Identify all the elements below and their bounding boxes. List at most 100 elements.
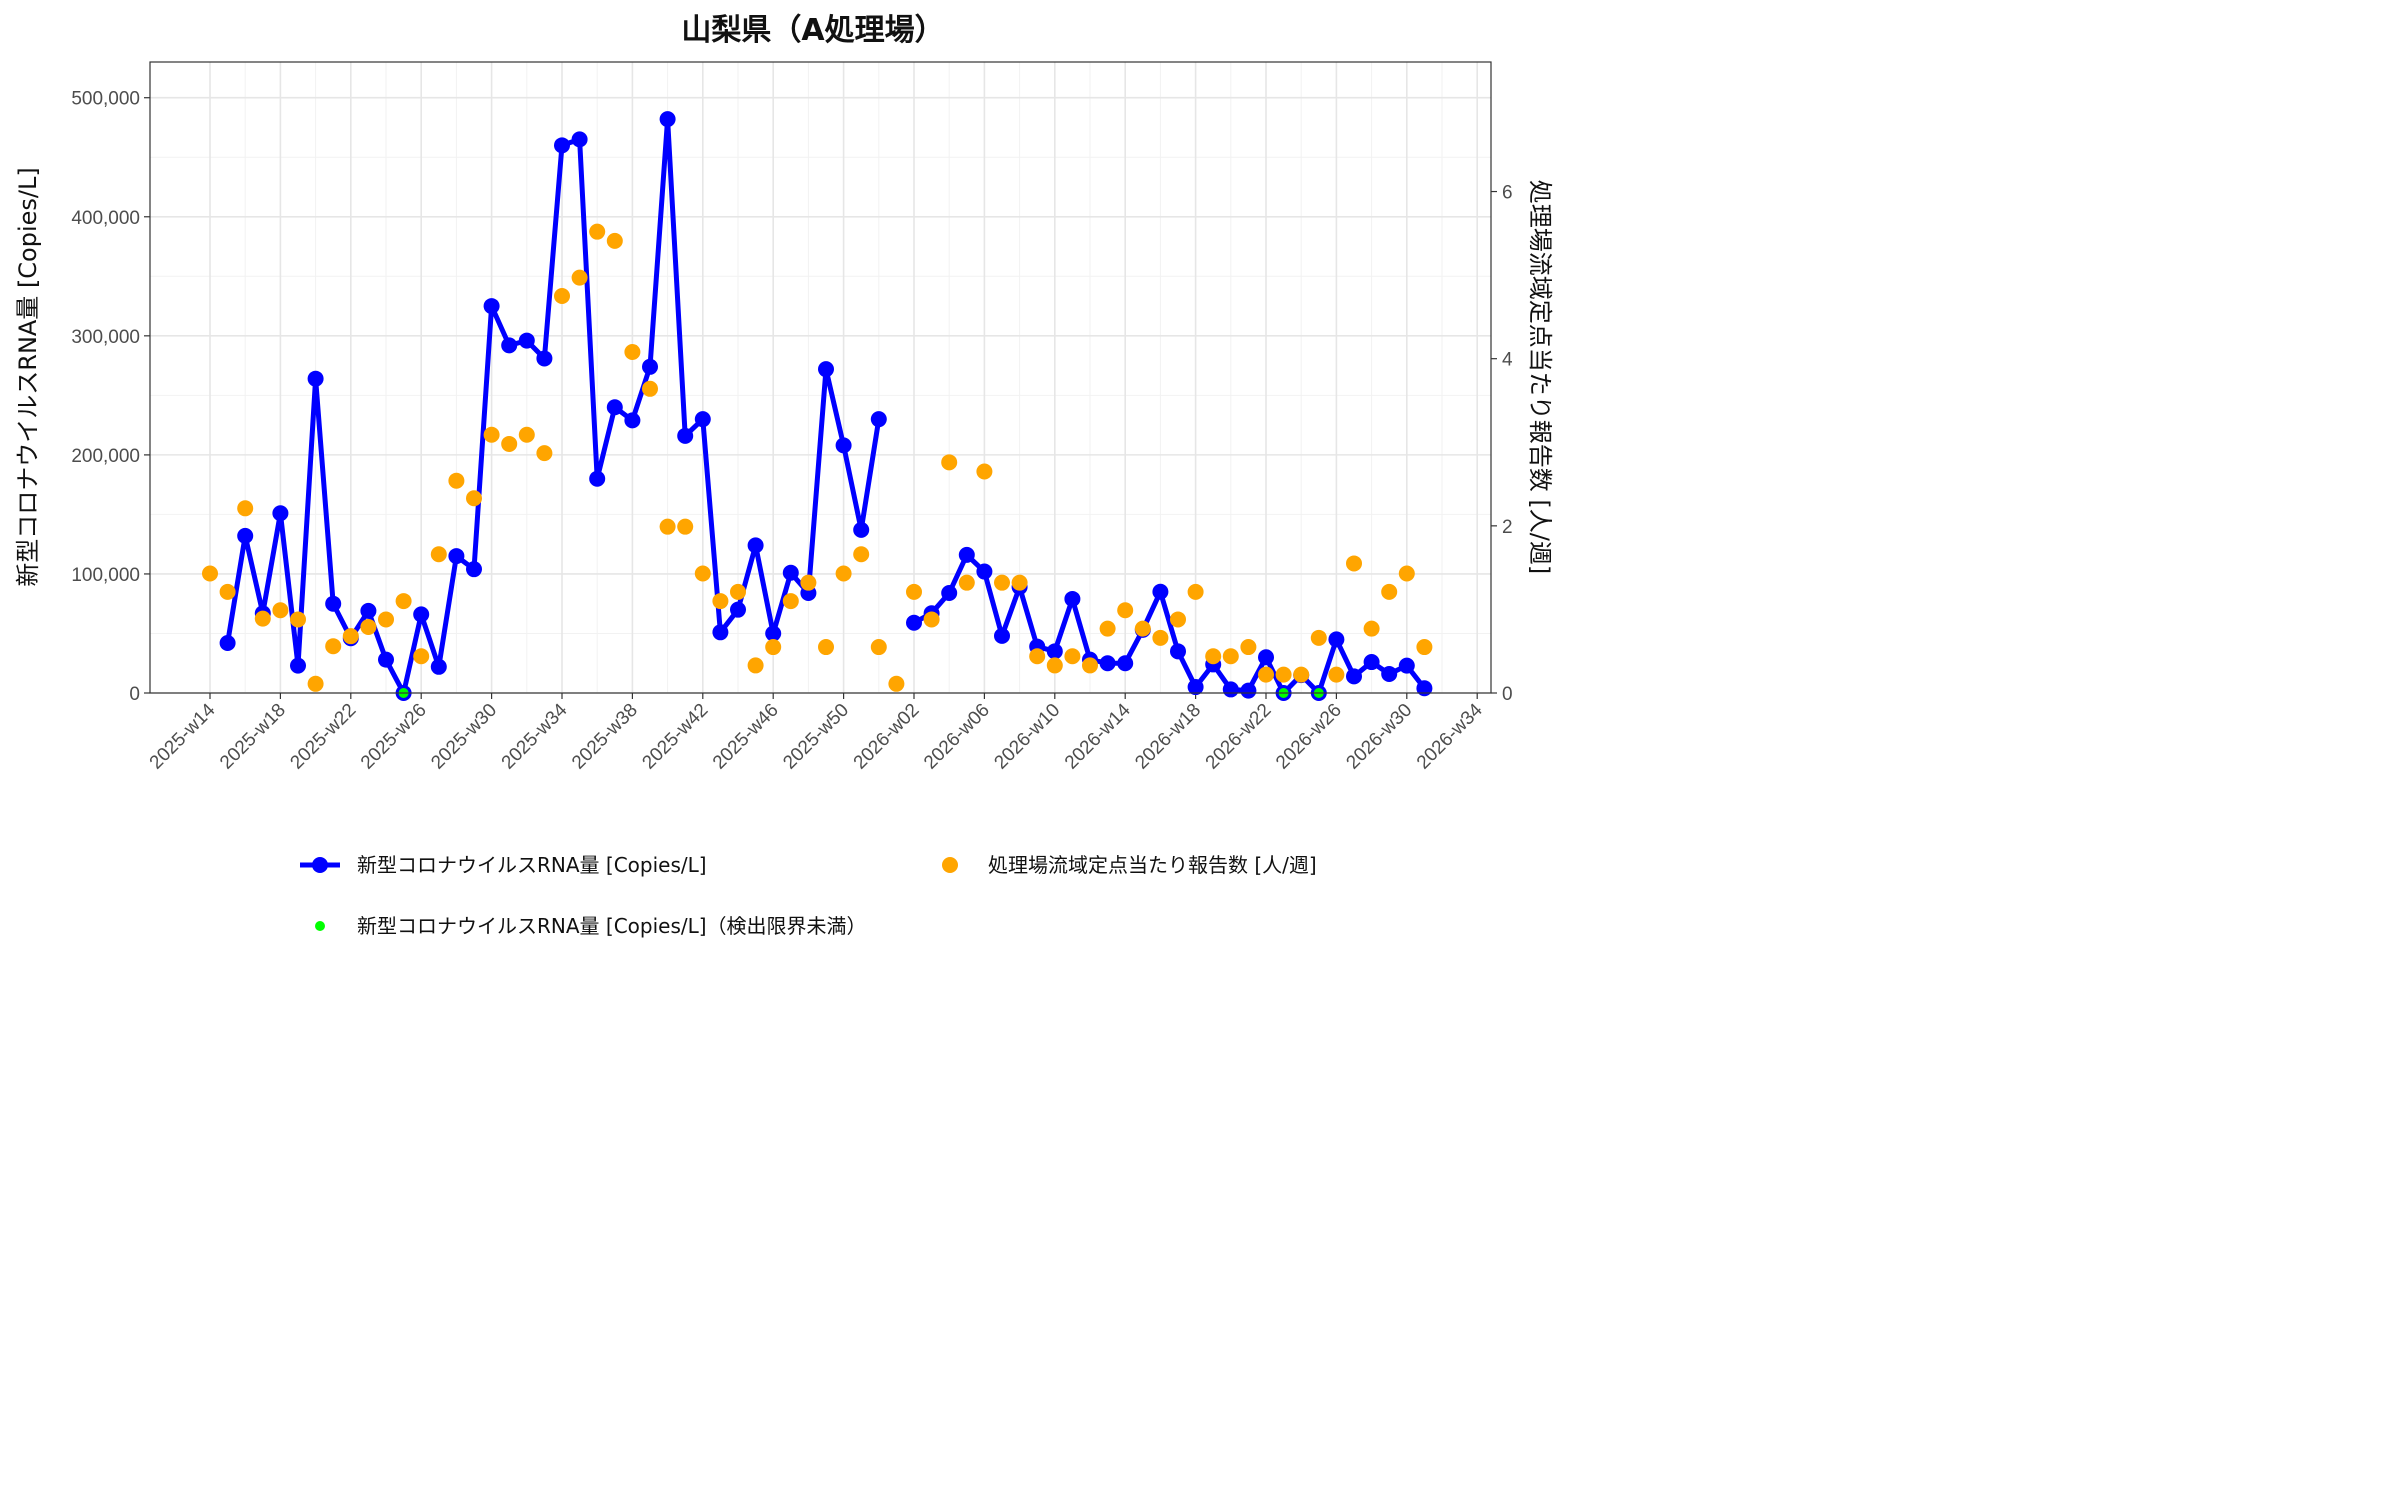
y-tick-label: 200,000 bbox=[71, 446, 140, 467]
legend-label-below-limit: 新型コロナウイルスRNA量 [Copies/L]（検出限界未満） bbox=[357, 914, 867, 938]
rna-point bbox=[870, 411, 887, 428]
report-point bbox=[835, 565, 852, 582]
rna-point bbox=[765, 625, 782, 642]
rna-point bbox=[501, 337, 518, 354]
rna-point bbox=[1381, 665, 1398, 682]
report-point bbox=[958, 574, 975, 591]
report-point bbox=[342, 628, 359, 645]
rna-point bbox=[1222, 681, 1239, 698]
rna-point bbox=[958, 546, 975, 563]
report-point bbox=[888, 675, 905, 692]
rna-point bbox=[818, 361, 834, 378]
legend-label-reports: 処理場流域定点当たり報告数 [人/週] bbox=[988, 853, 1317, 877]
report-point bbox=[1381, 583, 1398, 600]
x-ticks: 2025-w142025-w182025-w222025-w262025-w30… bbox=[146, 693, 1487, 774]
x-tick-label: 2025-w30 bbox=[427, 700, 501, 774]
y-tick-label: 100,000 bbox=[71, 565, 140, 586]
y-axis-label-right: 処理場流域定点当たり報告数 [人/週] bbox=[1526, 180, 1554, 574]
rna-point bbox=[782, 564, 799, 581]
report-point bbox=[1064, 648, 1081, 665]
rna-point bbox=[941, 584, 958, 601]
rna-point bbox=[1240, 682, 1257, 699]
y-ticks-right: 0 2 4 6 bbox=[1491, 183, 1513, 705]
report-point bbox=[290, 611, 306, 628]
rna-point bbox=[694, 411, 711, 428]
chart-title: 山梨県（A処理場） bbox=[681, 13, 944, 48]
y-tick-label: 400,000 bbox=[71, 208, 140, 229]
x-tick-label: 2025-w38 bbox=[568, 700, 642, 774]
rna-point bbox=[659, 111, 676, 128]
rna-point bbox=[483, 298, 500, 315]
report-point bbox=[941, 454, 958, 471]
report-point bbox=[1293, 666, 1310, 683]
x-tick-label: 2026-w06 bbox=[920, 700, 994, 774]
plot-border bbox=[149, 61, 1492, 694]
report-point bbox=[466, 490, 482, 507]
report-point bbox=[712, 593, 729, 610]
y-axis-label-left: 新型コロナウイルスRNA量 [Copies/L] bbox=[14, 167, 42, 586]
rna-point bbox=[642, 358, 658, 375]
rna-point bbox=[1187, 679, 1204, 696]
rna-point bbox=[1346, 668, 1362, 685]
report-point bbox=[694, 565, 711, 582]
report-point bbox=[483, 426, 500, 443]
x-tick-label: 2026-w14 bbox=[1061, 699, 1135, 773]
report-point bbox=[870, 639, 887, 656]
rna-point bbox=[378, 651, 394, 668]
x-tick-label: 2025-w14 bbox=[146, 699, 220, 773]
rna-point bbox=[606, 399, 623, 416]
report-point bbox=[536, 445, 553, 462]
report-point bbox=[800, 574, 817, 591]
grid-lines bbox=[150, 62, 1491, 694]
rna-point bbox=[448, 548, 465, 565]
rna-point bbox=[325, 595, 342, 612]
report-point bbox=[589, 223, 606, 240]
rna-point bbox=[1363, 654, 1380, 671]
y2-tick-label: 0 bbox=[1502, 684, 1513, 705]
report-point bbox=[659, 518, 676, 535]
report-point bbox=[1398, 565, 1415, 582]
report-point bbox=[360, 618, 377, 635]
report-point bbox=[1187, 583, 1204, 600]
report-point bbox=[642, 380, 658, 397]
legend-label-rna: 新型コロナウイルスRNA量 [Copies/L] bbox=[357, 853, 707, 877]
series-rna bbox=[219, 111, 1433, 701]
report-point bbox=[1328, 666, 1345, 683]
rna-point bbox=[730, 601, 746, 618]
rna-point bbox=[1258, 649, 1274, 666]
legend: 新型コロナウイルスRNA量 [Copies/L] 処理場流域定点当たり報告数 [… bbox=[300, 853, 1317, 938]
report-point bbox=[1346, 555, 1362, 572]
report-point bbox=[1363, 620, 1380, 637]
report-point bbox=[853, 546, 870, 563]
rna-point bbox=[1064, 590, 1081, 607]
rna-point bbox=[712, 624, 729, 641]
report-point bbox=[1240, 639, 1257, 656]
rna-point bbox=[307, 370, 324, 387]
legend-swatch-point bbox=[312, 857, 328, 873]
report-point bbox=[254, 610, 271, 627]
report-point bbox=[1117, 602, 1134, 619]
rna-point bbox=[1117, 655, 1134, 672]
rna-point bbox=[1170, 643, 1186, 660]
report-point bbox=[413, 648, 430, 665]
x-tick-label: 2025-w18 bbox=[216, 700, 290, 774]
report-point bbox=[202, 565, 218, 582]
x-tick-label: 2025-w46 bbox=[709, 700, 783, 774]
x-tick-label: 2025-w22 bbox=[286, 700, 360, 774]
report-point bbox=[395, 593, 412, 610]
y2-tick-label: 6 bbox=[1502, 183, 1513, 204]
report-point bbox=[747, 657, 764, 674]
report-point bbox=[624, 344, 641, 361]
rna-point bbox=[237, 527, 254, 544]
report-point bbox=[1099, 620, 1116, 637]
rna-point bbox=[994, 627, 1010, 644]
x-tick-label: 2026-w10 bbox=[990, 700, 1064, 774]
report-point bbox=[219, 583, 236, 600]
report-point bbox=[501, 435, 518, 452]
rna-point bbox=[906, 614, 922, 631]
report-point bbox=[976, 463, 993, 480]
report-point bbox=[677, 518, 694, 535]
rna-point bbox=[571, 131, 588, 148]
x-tick-label: 2025-w34 bbox=[498, 699, 572, 773]
x-tick-label: 2026-w34 bbox=[1413, 699, 1487, 773]
